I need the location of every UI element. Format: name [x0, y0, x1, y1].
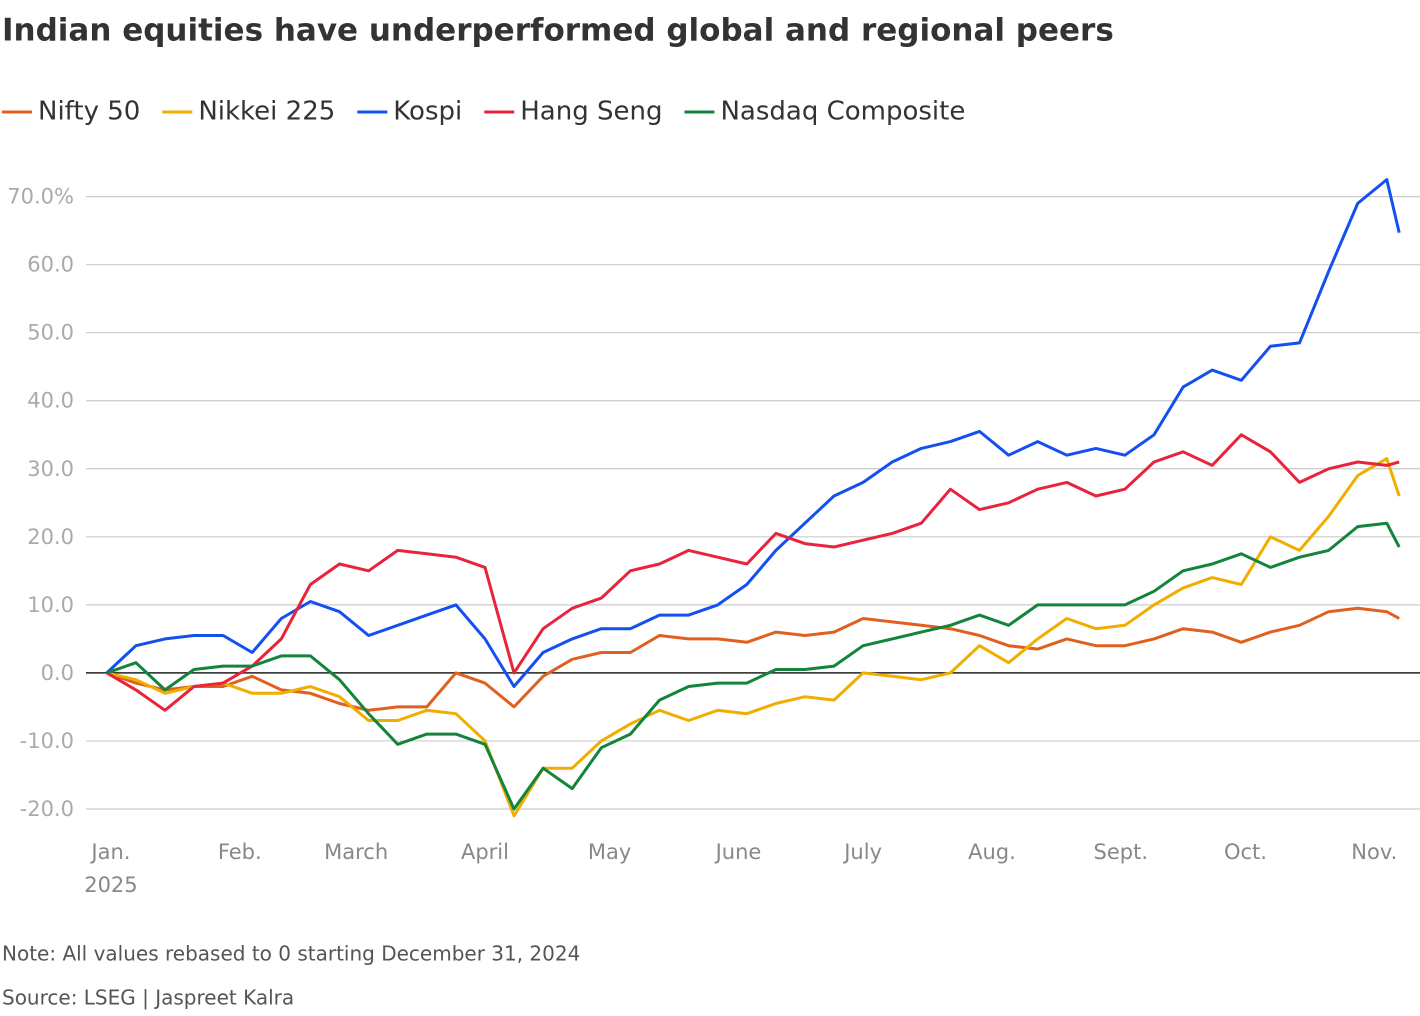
legend-item: Nifty 50 [2, 97, 140, 127]
legend-item: Nikkei 225 [162, 97, 335, 127]
y-tick-label: -10.0 [20, 729, 74, 753]
x-tick-label: Oct. [1224, 840, 1267, 864]
y-tick-label: 70.0% [7, 185, 74, 209]
legend-item: Nasdaq Composite [684, 97, 965, 127]
series-line [106, 521, 1401, 811]
series-line [106, 457, 1401, 818]
x-tick-label: Aug. [968, 840, 1016, 864]
y-tick-label: 0.0 [41, 661, 74, 685]
chart-title: Indian equities have underperformed glob… [2, 13, 1114, 49]
series-line [106, 433, 1400, 712]
x-tick-label: July [842, 840, 882, 864]
y-tick-label: 40.0 [27, 389, 74, 413]
y-tick-label: -20.0 [20, 797, 74, 821]
y-tick-label: 30.0 [27, 457, 74, 481]
y-tick-label: 60.0 [27, 253, 74, 277]
y-tick-label: 50.0 [27, 321, 74, 345]
y-tick-label: 20.0 [27, 525, 74, 549]
x-tick-sublabel: 2025 [84, 873, 137, 897]
x-tick-label: June [714, 840, 762, 864]
y-tick-label: 10.0 [27, 593, 74, 617]
legend-label: Hang Seng [520, 97, 662, 127]
source: Source: LSEG | Jaspreet Kalra [2, 986, 294, 1010]
x-tick-label: Jan. [89, 840, 130, 864]
x-tick-label: March [324, 840, 388, 864]
x-tick-label: Feb. [218, 840, 262, 864]
legend-item: Kospi [357, 97, 462, 127]
legend-label: Nifty 50 [38, 97, 140, 127]
legend-label: Nasdaq Composite [720, 97, 965, 127]
note: Note: All values rebased to 0 starting D… [2, 942, 580, 966]
x-tick-label: Nov. [1351, 840, 1397, 864]
legend-label: Kospi [393, 97, 462, 127]
x-tick-label: Sept. [1094, 840, 1149, 864]
legend-label: Nikkei 225 [198, 97, 335, 127]
x-tick-label: May [588, 840, 631, 864]
series-line [106, 606, 1400, 712]
series-line [105, 178, 1401, 688]
legend-item: Hang Seng [484, 97, 662, 127]
x-tick-label: April [461, 840, 509, 864]
